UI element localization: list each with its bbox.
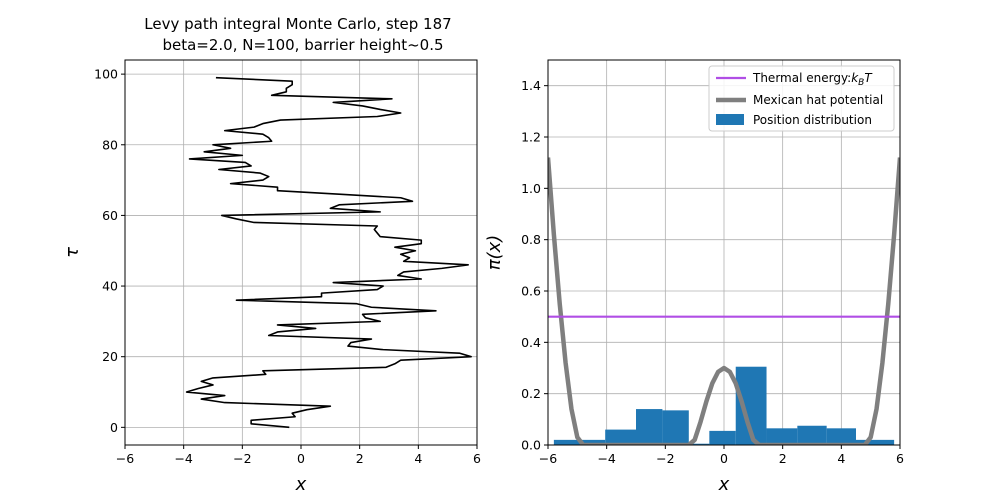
x-tick-label: 0 [297,451,305,466]
x-axis-label: x [295,474,307,495]
y-tick-label: 0.6 [521,284,541,299]
y-tick-label: 1.2 [521,130,541,145]
potential-curve [548,157,900,445]
legend-box [708,65,895,132]
grid [124,60,478,445]
y-tick-label: 1.4 [521,78,541,93]
figure-title-line-2: beta=2.0, N=100, barrier height~0.5 [162,36,443,54]
x-tick-label: −2 [656,451,674,466]
histogram-bar [662,410,689,445]
y-axis-label: π(x) [484,235,505,271]
x-tick-label: 4 [414,451,422,466]
legend: Thermal energy:kBT Mexican hat potential P… [708,65,895,132]
y-tick-label: 100 [94,67,118,82]
y-tick-label: 0.8 [521,232,541,247]
figure-title-line-1: Levy path integral Monte Carlo, step 187 [144,15,451,33]
x-tick-label: 6 [473,451,481,466]
x-tick-label: −4 [597,451,615,466]
x-tick-label: −6 [539,451,557,466]
x-tick-label: −4 [174,451,192,466]
histogram-bar [605,429,636,445]
x-axis-label: x [718,474,730,495]
histogram-bar [856,439,895,445]
legend-histogram-label: Position distribution [753,113,872,127]
legend-thermal-label: Thermal energy:kBT [752,71,873,88]
y-tick-label: 40 [102,279,118,294]
y-tick-label: 80 [102,137,118,152]
legend-histogram-swatch [716,114,744,125]
y-tick-label: 0.2 [521,386,541,401]
x-tick-label: 2 [779,451,787,466]
y-axis-label: τ [62,247,83,258]
x-tick-label: −6 [116,451,134,466]
legend-potential-label: Mexican hat potential [753,93,883,107]
y-tick-label: 0.0 [521,438,541,453]
y-tick-label: 60 [102,208,118,223]
x-tick-label: 2 [356,451,364,466]
histogram-bar [826,428,856,445]
histogram [553,366,895,445]
path-line [185,76,472,429]
x-tick-label: 0 [720,451,728,466]
histogram-bar [797,425,827,445]
histogram-bar [688,443,710,445]
distribution-plot: −6 −4 −2 0 2 4 6 0.0 0.2 0.4 0.6 0.8 1.0 1.2 1.4 x π(x) T… [484,59,904,495]
histogram-bar [709,430,736,445]
y-tick-label: 1.0 [521,181,541,196]
x-tick-label: −2 [233,451,251,466]
y-tick-label: 0.4 [521,335,541,350]
x-tick-label: 4 [837,451,845,466]
histogram-bar [766,428,798,445]
y-tick-label: 0 [110,420,118,435]
y-tick-label: 20 [102,349,118,364]
x-tick-label: 6 [896,451,904,466]
histogram-bar [636,409,663,445]
